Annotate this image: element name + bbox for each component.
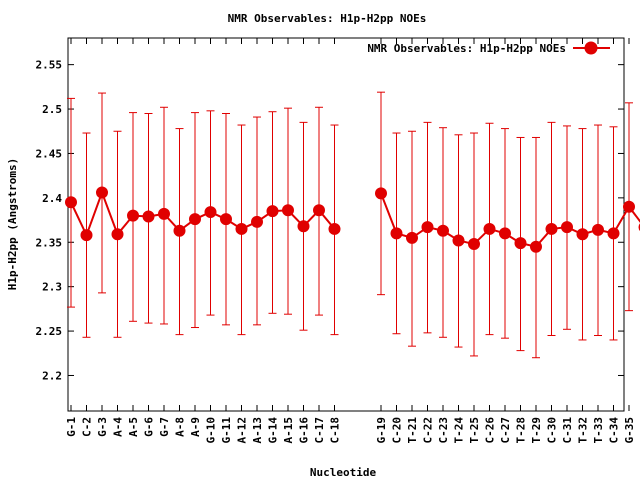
data-point bbox=[468, 238, 480, 251]
x-tick-label: T-21 bbox=[406, 417, 419, 444]
data-point bbox=[111, 228, 124, 241]
y-tick-label: 2.2 bbox=[42, 369, 62, 382]
data-point bbox=[375, 187, 387, 200]
y-tick-label: 2.35 bbox=[36, 236, 63, 249]
x-tick-label: C-22 bbox=[422, 417, 435, 444]
series-plot bbox=[65, 91, 640, 359]
data-point bbox=[576, 228, 589, 241]
data-point bbox=[297, 220, 310, 233]
x-tick-label: G-6 bbox=[143, 417, 156, 437]
x-tick-label: T-24 bbox=[453, 417, 466, 444]
data-point bbox=[452, 234, 465, 247]
x-tick-label: T-33 bbox=[592, 417, 605, 444]
series-line bbox=[70, 189, 336, 238]
data-point bbox=[189, 213, 201, 226]
data-point bbox=[483, 222, 496, 235]
data-point bbox=[530, 240, 542, 253]
x-tick-label: T-32 bbox=[577, 417, 590, 444]
data-point bbox=[158, 207, 170, 220]
x-tick-label: A-13 bbox=[251, 417, 264, 444]
y-axis: 2.2 2.25 2.3 2.35 2.4 2.45 2.5 2.55 bbox=[36, 59, 624, 382]
x-tick-label: C-18 bbox=[329, 417, 342, 444]
y-tick-label: 2.5 bbox=[42, 103, 62, 116]
data-point bbox=[328, 222, 341, 235]
data-point bbox=[514, 237, 527, 250]
data-point bbox=[592, 223, 604, 236]
y-tick-label: 2.4 bbox=[42, 192, 62, 205]
y-axis-label: H1p-H2pp (Angstroms) bbox=[6, 158, 19, 290]
x-tick-label: C-20 bbox=[391, 417, 404, 444]
x-axis-label: Nucleotide bbox=[310, 466, 377, 479]
y-tick-label: 2.55 bbox=[36, 59, 63, 72]
data-point bbox=[266, 205, 279, 218]
x-tick-label: C-17 bbox=[313, 417, 326, 444]
data-point bbox=[173, 224, 186, 237]
data-point bbox=[251, 215, 263, 228]
data-point bbox=[437, 224, 449, 237]
data-point bbox=[204, 206, 217, 219]
data-point bbox=[235, 222, 248, 235]
x-tick-label: G-11 bbox=[220, 417, 233, 444]
data-point bbox=[127, 209, 139, 222]
data-point bbox=[390, 227, 403, 240]
x-tick-label: C-27 bbox=[499, 417, 512, 444]
x-tick-label: G-14 bbox=[267, 417, 280, 444]
data-point bbox=[313, 204, 325, 217]
x-tick-label: C-26 bbox=[484, 417, 497, 444]
y-tick-label: 2.45 bbox=[36, 147, 63, 160]
x-tick-label: A-15 bbox=[282, 417, 295, 444]
chart-title: NMR Observables: H1p-H2pp NOEs bbox=[228, 12, 427, 25]
data-point bbox=[65, 196, 77, 209]
x-tick-label: G-7 bbox=[158, 417, 171, 437]
x-tick-label: C-30 bbox=[546, 417, 559, 444]
legend-marker bbox=[584, 41, 598, 55]
x-tick-label: A-8 bbox=[174, 417, 187, 437]
data-point bbox=[499, 227, 511, 240]
x-tick-label: A-4 bbox=[112, 417, 125, 437]
data-point bbox=[607, 227, 620, 240]
x-tick-label: C-23 bbox=[437, 417, 450, 444]
data-point bbox=[561, 221, 573, 234]
x-tick-label: C-2 bbox=[81, 417, 94, 437]
x-tick-label: T-25 bbox=[468, 417, 481, 444]
series-line bbox=[380, 193, 640, 248]
x-tick-label: T-29 bbox=[530, 417, 543, 444]
x-tick-label: T-28 bbox=[515, 417, 528, 444]
data-point bbox=[220, 213, 232, 226]
x-tick-label: C-34 bbox=[608, 417, 621, 444]
data-point bbox=[96, 186, 108, 199]
data-point bbox=[421, 221, 434, 234]
x-tick-label: A-12 bbox=[236, 417, 249, 444]
data-point bbox=[545, 222, 558, 235]
x-tick-label: G-10 bbox=[205, 417, 218, 444]
data-point bbox=[282, 204, 294, 217]
x-tick-label: G-16 bbox=[298, 417, 311, 444]
x-tick-label: G-19 bbox=[375, 417, 388, 444]
legend-label: NMR Observables: H1p-H2pp NOEs bbox=[367, 42, 566, 55]
x-tick-label: G-3 bbox=[96, 417, 109, 437]
y-tick-label: 2.25 bbox=[36, 325, 63, 338]
x-tick-label: A-9 bbox=[189, 417, 202, 437]
data-point bbox=[406, 231, 418, 244]
data-point bbox=[80, 229, 93, 242]
x-tick-label: G-1 bbox=[65, 417, 78, 437]
x-axis: G-1 C-2 G-3 A-4 A-5 G-6 G-7 A-8 A-9 G-10 G-11 A-12 A… bbox=[65, 38, 640, 444]
x-tick-label: A-5 bbox=[127, 417, 140, 437]
data-point bbox=[142, 210, 155, 223]
y-tick-label: 2.3 bbox=[42, 281, 62, 294]
data-point bbox=[623, 200, 635, 213]
x-tick-label: C-31 bbox=[561, 417, 574, 444]
x-tick-label: C-36 bbox=[639, 417, 640, 444]
plot-area bbox=[67, 37, 625, 412]
legend: NMR Observables: H1p-H2pp NOEs bbox=[367, 41, 610, 55]
x-tick-label: G-35 bbox=[623, 417, 636, 444]
